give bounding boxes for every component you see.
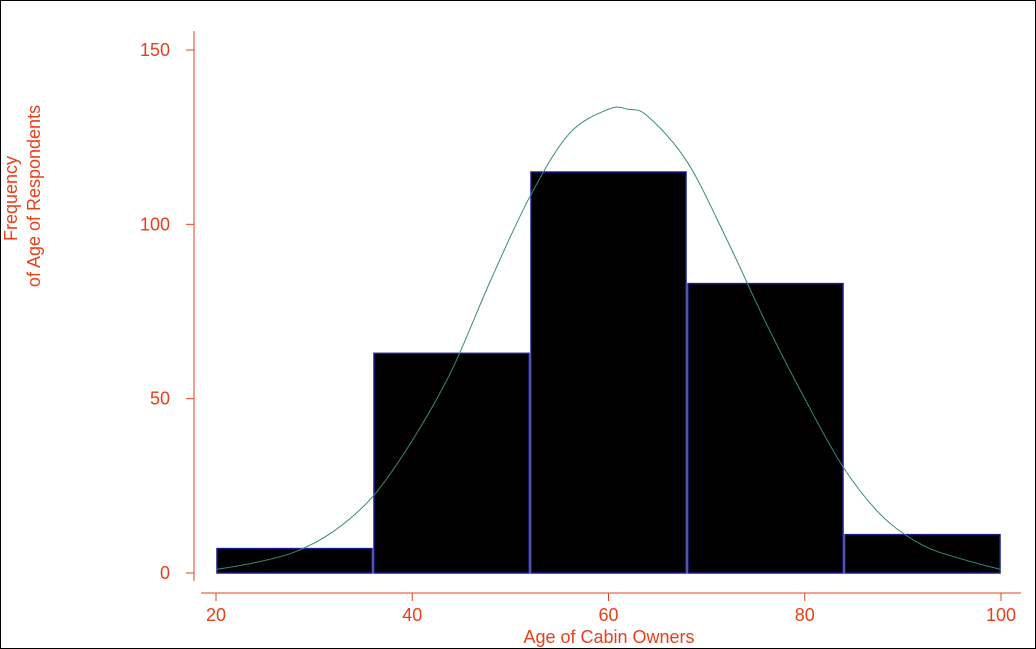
x-ticks-group: 20 40 60 80 100 bbox=[206, 593, 1016, 625]
bars-group bbox=[216, 171, 1001, 574]
y-axis-title: Frequency of Age of Respondents bbox=[1, 105, 44, 287]
histogram-bar bbox=[530, 171, 687, 574]
y-axis-title-line-2: of Age of Respondents bbox=[24, 105, 44, 287]
histogram-bar bbox=[687, 282, 844, 574]
y-tick-label: 50 bbox=[150, 389, 170, 409]
histogram-bar bbox=[844, 533, 1001, 574]
x-tick-label: 60 bbox=[598, 605, 618, 625]
x-tick-label: 80 bbox=[795, 605, 815, 625]
x-tick-label: 20 bbox=[206, 605, 226, 625]
x-tick-label: 40 bbox=[402, 605, 422, 625]
normal-density-curve bbox=[215, 106, 1002, 571]
y-tick-label: 0 bbox=[160, 563, 170, 583]
histogram-bar bbox=[373, 352, 530, 574]
y-ticks-group: 0 50 100 150 bbox=[140, 40, 194, 583]
x-tick-label: 100 bbox=[986, 605, 1016, 625]
y-tick-label: 100 bbox=[140, 214, 170, 234]
y-tick-label: 150 bbox=[140, 40, 170, 60]
histogram-bar bbox=[216, 547, 373, 574]
x-axis-title: Age of Cabin Owners bbox=[523, 627, 694, 647]
y-axis-title-line-1: Frequency bbox=[1, 156, 21, 241]
